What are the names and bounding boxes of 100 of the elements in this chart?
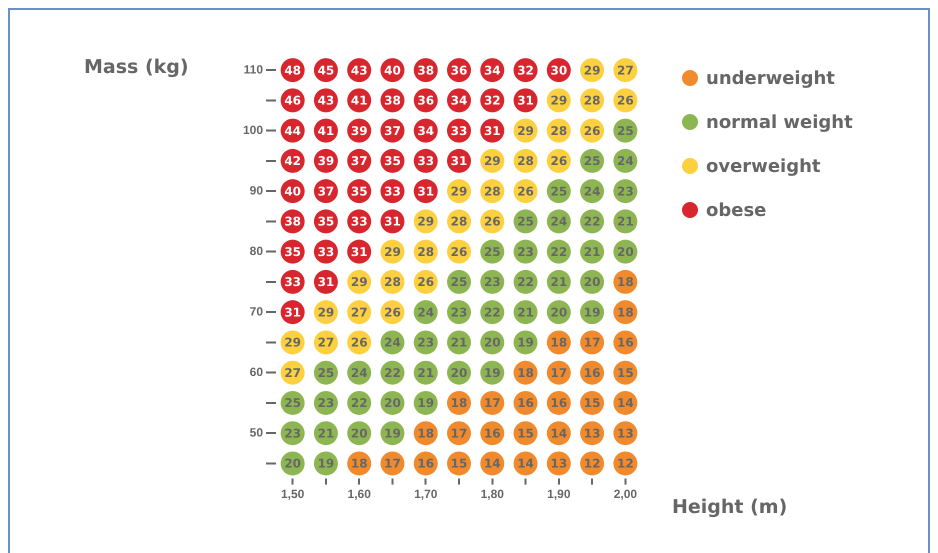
data-label: 23 (284, 426, 302, 440)
data-label: 26 (350, 336, 368, 350)
data-label: 29 (417, 214, 434, 229)
data-label: 33 (318, 244, 334, 259)
data-label: 23 (517, 244, 534, 259)
data-label: 28 (550, 124, 568, 138)
data-label: 18 (417, 426, 434, 440)
legend-label: normal weight (706, 112, 853, 132)
data-label: 19 (417, 396, 434, 410)
data-label: 18 (617, 305, 634, 320)
data-label: 29 (517, 124, 534, 138)
data-label: 17 (384, 456, 401, 471)
data-label: 23 (417, 336, 434, 350)
data-label: 21 (450, 336, 468, 350)
data-label: 37 (318, 184, 334, 198)
data-label: 14 (550, 426, 568, 440)
data-label: 31 (484, 124, 501, 138)
data-label: 26 (384, 305, 401, 320)
data-label: 35 (384, 154, 401, 168)
data-label: 23 (318, 396, 334, 410)
data-label: 38 (417, 63, 434, 78)
data-label: 21 (417, 366, 434, 380)
data-label: 15 (450, 456, 468, 471)
data-label: 13 (584, 426, 600, 440)
data-label: 16 (584, 366, 600, 380)
data-label: 14 (617, 396, 634, 410)
data-label: 29 (484, 154, 501, 168)
legend-label: obese (706, 200, 766, 220)
data-label: 24 (350, 366, 368, 380)
data-label: 28 (450, 214, 468, 229)
data-label: 21 (517, 305, 534, 320)
x-tick-label: 1,90 (547, 487, 571, 502)
data-label: 28 (584, 94, 600, 108)
data-label: 25 (517, 214, 534, 229)
data-label: 27 (350, 305, 368, 320)
data-label: 27 (318, 336, 334, 350)
data-label: 23 (617, 184, 634, 198)
x-tick-label: 1,60 (348, 487, 372, 502)
data-label: 29 (450, 184, 468, 198)
data-label: 20 (584, 275, 600, 290)
data-label: 20 (450, 366, 468, 380)
data-label: 40 (384, 63, 401, 78)
data-label: 21 (584, 244, 600, 259)
data-label: 21 (617, 214, 634, 229)
data-label: 20 (350, 426, 368, 440)
data-label: 18 (617, 275, 634, 290)
data-label: 28 (517, 154, 534, 168)
x-tick-label: 1,80 (480, 487, 504, 502)
data-label: 21 (318, 426, 334, 440)
data-label: 34 (450, 94, 468, 108)
data-label: 29 (584, 63, 600, 78)
data-label: 43 (318, 94, 334, 108)
data-label: 19 (318, 456, 334, 471)
x-tick-label: 1,50 (280, 487, 305, 502)
data-label: 39 (318, 154, 334, 168)
data-label: 33 (350, 214, 368, 229)
y-tick-label: 50 (250, 426, 264, 440)
data-label: 36 (450, 63, 468, 78)
y-tick-label: 90 (250, 183, 264, 198)
data-label: 24 (617, 154, 634, 168)
data-label: 18 (550, 336, 568, 350)
data-label: 13 (550, 456, 568, 471)
legend-label: underweight (706, 68, 835, 88)
data-label: 12 (617, 456, 634, 471)
data-label: 23 (450, 305, 468, 320)
data-label: 20 (484, 336, 501, 350)
data-label: 29 (350, 275, 368, 290)
data-label: 28 (417, 244, 434, 259)
data-label: 33 (384, 184, 401, 198)
data-label: 14 (484, 456, 501, 471)
data-label: 25 (484, 244, 501, 259)
data-label: 31 (284, 305, 302, 320)
y-tick-label: 100 (242, 122, 264, 137)
data-label: 24 (550, 214, 568, 229)
data-label: 12 (584, 456, 600, 471)
data-label: 31 (350, 244, 368, 259)
data-label: 18 (450, 396, 468, 410)
data-label: 35 (350, 184, 368, 198)
data-label: 25 (550, 184, 568, 198)
data-label: 31 (318, 275, 334, 290)
data-label: 15 (517, 426, 534, 440)
data-label: 33 (450, 124, 468, 138)
data-label: 31 (384, 214, 401, 229)
data-label: 42 (284, 154, 302, 168)
data-label: 19 (517, 336, 534, 350)
data-label: 16 (517, 396, 534, 410)
legend-label: overweight (706, 156, 820, 176)
data-label: 25 (450, 275, 468, 290)
data-label: 32 (517, 63, 534, 78)
data-label: 33 (417, 154, 434, 168)
data-label: 16 (484, 426, 501, 440)
data-label: 35 (284, 244, 302, 259)
data-label: 41 (318, 124, 334, 138)
data-label: 34 (484, 63, 501, 78)
y-tick-label: 70 (250, 304, 264, 318)
data-label: 22 (517, 275, 534, 290)
y-tick-label: 80 (250, 244, 264, 258)
data-label: 37 (350, 154, 368, 168)
data-label: 17 (450, 426, 468, 440)
y-tick-label: 60 (250, 365, 264, 380)
